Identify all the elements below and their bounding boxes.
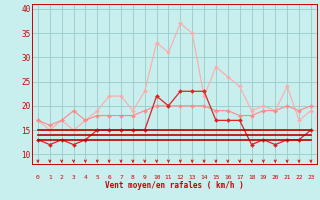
X-axis label: Vent moyen/en rafales ( km/h ): Vent moyen/en rafales ( km/h ) [105, 182, 244, 191]
